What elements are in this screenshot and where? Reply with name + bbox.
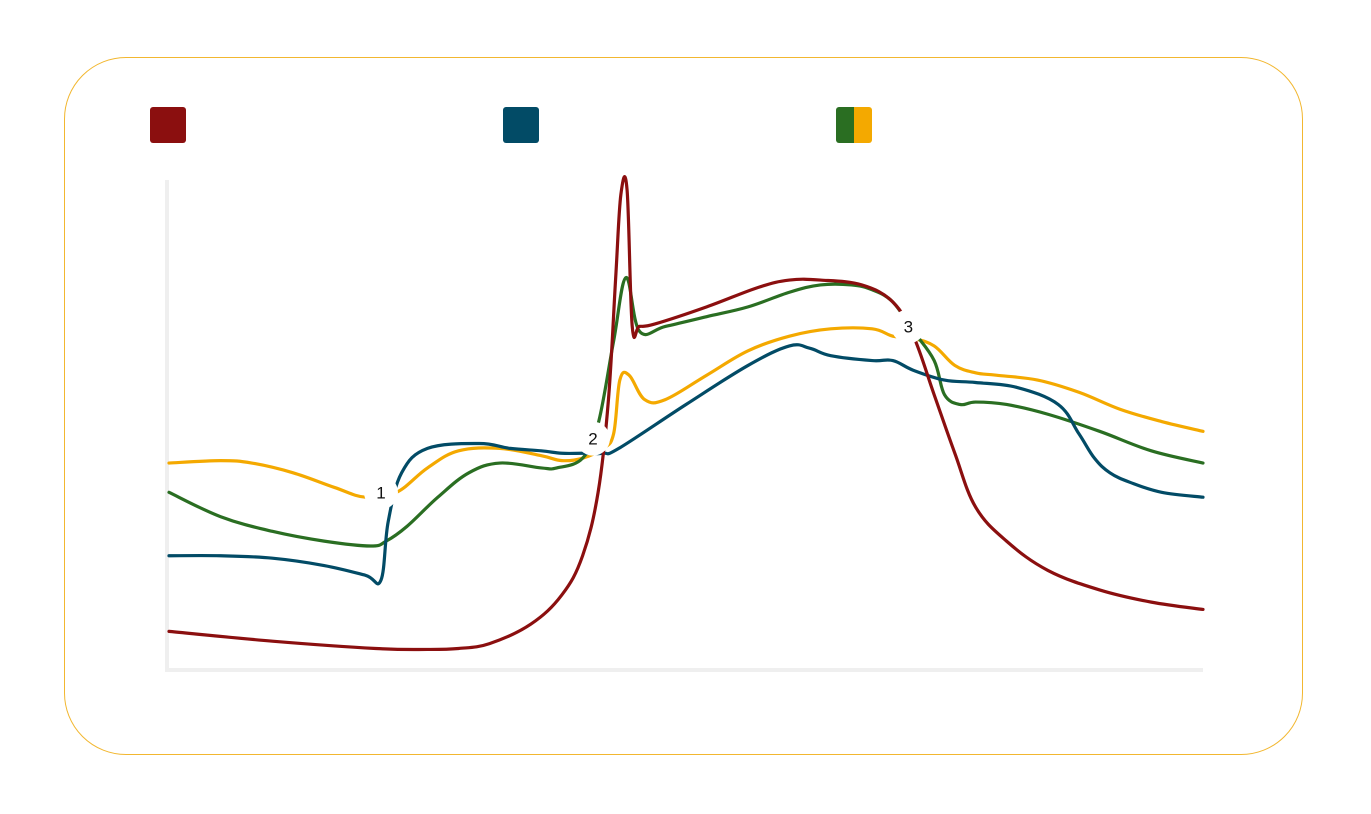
legend-swatch-2	[503, 107, 539, 143]
marker-3: 3	[891, 309, 926, 344]
marker-1: 1	[363, 475, 398, 510]
legend-swatch-1	[150, 107, 186, 143]
marker-circle	[891, 309, 926, 344]
marker-label: 2	[588, 430, 597, 449]
marker-2: 2	[575, 421, 610, 456]
series-line-1	[167, 175, 1205, 652]
marker-label: 3	[904, 317, 913, 336]
series-line-2	[167, 343, 1205, 586]
legend-color	[150, 107, 186, 143]
marker-circle	[363, 475, 398, 510]
series-group	[167, 175, 1205, 652]
legend-color	[854, 107, 872, 143]
legend-color	[836, 107, 854, 143]
legend-swatch-3	[836, 107, 872, 143]
marker-circle	[575, 421, 610, 456]
marker-label: 1	[376, 483, 385, 502]
legend-color	[503, 107, 539, 143]
series-line-3	[167, 275, 1205, 548]
